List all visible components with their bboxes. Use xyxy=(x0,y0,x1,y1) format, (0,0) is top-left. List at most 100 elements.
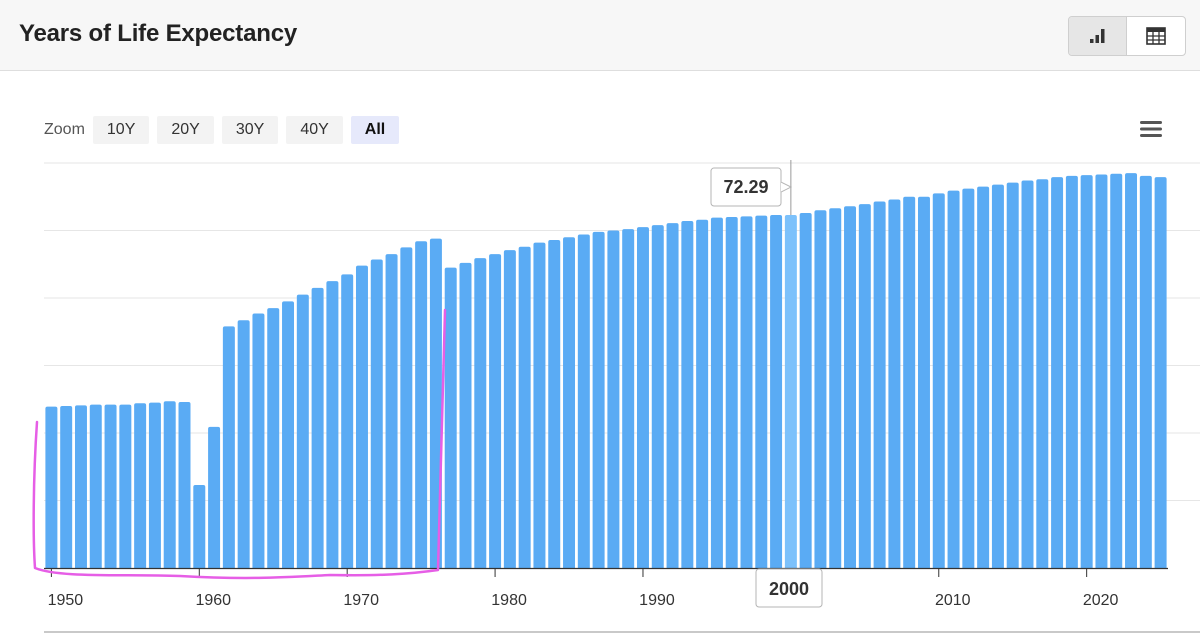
bottom-divider xyxy=(44,631,1200,633)
bar[interactable] xyxy=(148,402,161,568)
x-crosshair-label-box xyxy=(755,568,823,608)
x-tick-label: 1960 xyxy=(195,592,231,609)
bar[interactable] xyxy=(829,208,842,568)
bar[interactable] xyxy=(533,242,546,568)
bar[interactable] xyxy=(104,404,117,568)
bar[interactable] xyxy=(296,294,309,568)
bar[interactable] xyxy=(178,401,191,568)
bar[interactable] xyxy=(725,217,738,568)
bar[interactable] xyxy=(962,188,975,568)
x-tick-label: 2010 xyxy=(935,592,971,609)
bar[interactable] xyxy=(814,210,827,568)
bar[interactable] xyxy=(799,212,812,568)
bar[interactable] xyxy=(518,246,531,568)
bar[interactable] xyxy=(400,247,413,568)
bar[interactable] xyxy=(370,259,383,568)
table-view-button[interactable] xyxy=(1127,17,1185,55)
bar[interactable] xyxy=(932,193,945,568)
bar[interactable] xyxy=(888,199,901,568)
bar[interactable] xyxy=(119,404,132,568)
bar[interactable] xyxy=(740,216,753,568)
bar[interactable] xyxy=(341,274,354,568)
bar[interactable] xyxy=(991,184,1004,568)
bar[interactable] xyxy=(444,267,457,568)
bar[interactable] xyxy=(474,258,487,568)
tooltip-value: 72.29 xyxy=(723,177,768,197)
bar[interactable] xyxy=(977,186,990,568)
bar[interactable] xyxy=(1006,182,1019,568)
view-toggle xyxy=(1068,16,1186,56)
bar[interactable] xyxy=(784,215,797,568)
chart-view-button[interactable] xyxy=(1069,17,1128,55)
bar[interactable] xyxy=(548,239,561,568)
bar-chart-icon xyxy=(1089,29,1104,43)
bar[interactable] xyxy=(355,265,368,568)
bar[interactable] xyxy=(1125,173,1138,568)
bar[interactable] xyxy=(710,217,723,569)
bar[interactable] xyxy=(1036,179,1049,568)
bar[interactable] xyxy=(770,214,783,568)
bar[interactable] xyxy=(592,231,605,568)
bar[interactable] xyxy=(134,403,147,568)
x-axis: 1950 1960 1970 1980 1990 2010 2020 xyxy=(44,567,1168,609)
bar[interactable] xyxy=(1110,173,1123,569)
bar[interactable] xyxy=(311,287,324,568)
bar[interactable] xyxy=(267,308,280,568)
bar[interactable] xyxy=(917,196,930,568)
bar[interactable] xyxy=(1139,175,1152,568)
bar[interactable] xyxy=(326,281,339,568)
bar[interactable] xyxy=(755,215,768,568)
life-expectancy-chart: 1950 1960 1970 1980 1990 2010 2020 72.29 2000 xyxy=(32,160,1200,609)
bar[interactable] xyxy=(903,196,916,568)
bar[interactable] xyxy=(666,223,679,568)
bar[interactable] xyxy=(873,201,886,568)
bar[interactable] xyxy=(636,227,649,568)
zoom-bar: Zoom 10Y 20Y 30Y 40Y All xyxy=(44,116,407,144)
bar[interactable] xyxy=(1095,174,1108,568)
bar[interactable] xyxy=(651,225,664,568)
bar[interactable] xyxy=(208,426,221,568)
zoom-label: Zoom xyxy=(44,121,85,138)
bar[interactable] xyxy=(385,254,398,568)
bar[interactable] xyxy=(60,406,73,568)
bar[interactable] xyxy=(696,219,709,568)
bar[interactable] xyxy=(563,237,576,568)
bar[interactable] xyxy=(947,190,960,569)
bar[interactable] xyxy=(607,230,620,569)
bar[interactable] xyxy=(415,241,428,569)
bar[interactable] xyxy=(193,484,206,568)
bar[interactable] xyxy=(252,313,265,568)
zoom-40y-button[interactable]: 40Y xyxy=(286,116,343,144)
bar[interactable] xyxy=(1080,175,1093,568)
bar[interactable] xyxy=(282,301,295,568)
x-crosshair-label: 2000 xyxy=(769,579,809,599)
annotation xyxy=(32,308,447,580)
hamburger-menu-icon[interactable] xyxy=(1139,119,1163,139)
bar[interactable] xyxy=(89,404,102,568)
zoom-30y-button[interactable]: 30Y xyxy=(221,116,279,144)
bar[interactable] xyxy=(237,320,250,568)
bar[interactable] xyxy=(1065,175,1078,568)
bar[interactable] xyxy=(1051,177,1064,569)
bar[interactable] xyxy=(222,326,235,568)
tooltip: 72.29 2000 xyxy=(710,167,823,608)
bar[interactable] xyxy=(622,229,635,568)
bar[interactable] xyxy=(1154,177,1167,569)
bar[interactable] xyxy=(45,406,58,568)
bar[interactable] xyxy=(577,234,590,569)
bar[interactable] xyxy=(844,206,857,568)
bar[interactable] xyxy=(681,221,694,569)
bar[interactable] xyxy=(1021,180,1034,569)
zoom-all-button[interactable]: All xyxy=(350,116,400,144)
bar[interactable] xyxy=(74,405,87,568)
bar[interactable] xyxy=(429,238,442,568)
zoom-20y-button[interactable]: 20Y xyxy=(157,116,214,144)
bar[interactable] xyxy=(163,401,176,568)
x-tick-label: 1970 xyxy=(343,592,379,609)
x-tick-label: 1980 xyxy=(491,592,527,609)
bar[interactable] xyxy=(503,250,516,568)
bar[interactable] xyxy=(858,204,871,569)
bar[interactable] xyxy=(489,254,502,568)
zoom-10y-button[interactable]: 10Y xyxy=(92,116,150,144)
bar[interactable] xyxy=(459,262,472,568)
